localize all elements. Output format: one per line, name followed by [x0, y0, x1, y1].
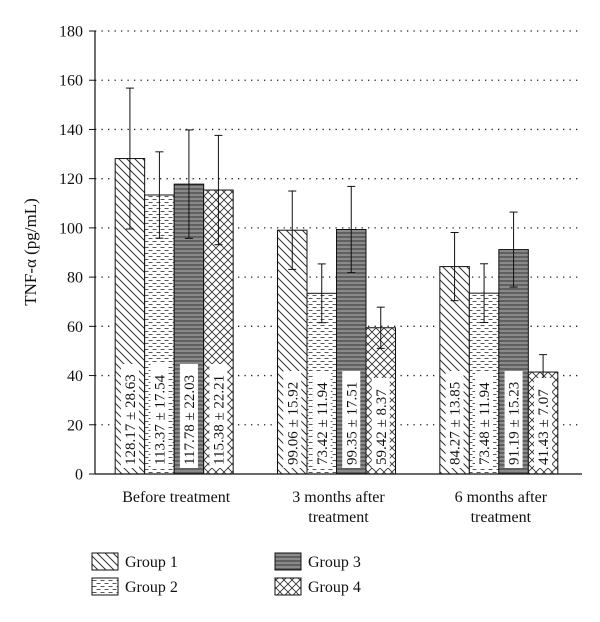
- bar-label-backing: [283, 371, 302, 468]
- bar-label-backing: [342, 371, 361, 468]
- legend-swatch: [274, 577, 302, 596]
- y-tick-label: 80: [67, 270, 83, 287]
- bar-label-backing: [534, 378, 553, 468]
- error-bars: [125, 87, 548, 390]
- bar-value-label: 73.48 ± 11.94: [477, 382, 493, 465]
- y-tick-label: 0: [75, 467, 83, 484]
- bar-label-group: 115.38 ± 22.21: [209, 364, 228, 468]
- bar-label-group: 73.48 ± 11.94: [475, 371, 494, 468]
- bars: [114, 158, 559, 475]
- bar-value-labels: 128.17 ± 28.63 113.37 ± 17.54 117.78 ± 22.…: [120, 364, 553, 468]
- y-tick-label: 40: [67, 368, 83, 385]
- bar-label-group: 73.42 ± 11.94: [312, 371, 331, 468]
- legend-label: Group 4: [308, 579, 361, 596]
- x-category-label: treatment: [308, 509, 369, 526]
- bar-value-label: 115.38 ± 22.21: [211, 375, 227, 465]
- y-tick-label: 20: [67, 417, 83, 434]
- bar-value-label: 91.19 ± 15.23: [507, 382, 523, 465]
- bar-value-label: 113.37 ± 17.54: [152, 374, 168, 465]
- bar-value-label: 99.35 ± 17.51: [344, 382, 360, 465]
- legend-swatch: [91, 552, 119, 571]
- bar-value-label: 59.42 ± 8.37: [374, 389, 390, 465]
- y-tick-label: 60: [67, 319, 83, 336]
- bar-label-backing: [445, 371, 464, 468]
- y-tick-label: 180: [59, 24, 83, 41]
- bar-value-label: 84.27 ± 13.85: [448, 382, 464, 465]
- bar-label-group: 128.17 ± 28.63: [120, 364, 139, 468]
- y-tick-label: 160: [59, 73, 83, 90]
- bar-value-label: 117.78 ± 22.03: [182, 375, 198, 465]
- bar-label-group: 41.43 ± 7.07: [534, 378, 553, 468]
- bar-label-group: 91.19 ± 15.23: [504, 371, 523, 468]
- legend-label: Group 2: [125, 579, 178, 596]
- bar-label-group: 59.42 ± 8.37: [371, 378, 390, 468]
- bar-label-group: 117.78 ± 22.03: [179, 364, 198, 468]
- legend: Group 1 Group 2 Group 3 Group 4: [91, 552, 361, 596]
- bar-label-backing: [150, 364, 169, 468]
- axes: 0 20 40 60 80 100 120 140 160 180 Before treatment…: [59, 24, 582, 526]
- bar-label-backing: [209, 364, 228, 468]
- bar-value-label: 41.43 ± 7.07: [536, 389, 552, 465]
- y-tick-label: 140: [59, 122, 83, 139]
- bar-label-backing: [312, 371, 331, 468]
- bar-label-backing: [475, 371, 494, 468]
- x-category-label: Before treatment: [122, 489, 231, 506]
- bar-value-label: 99.06 ± 15.92: [285, 382, 301, 465]
- bar-value-label: 73.42 ± 11.94: [315, 382, 331, 465]
- x-category-label: 3 months after: [292, 489, 385, 506]
- legend-swatch: [274, 552, 302, 571]
- bar-label-group: 113.37 ± 17.54: [150, 364, 169, 468]
- x-category-label: 6 months after: [455, 489, 548, 506]
- y-tick-label: 100: [59, 220, 83, 237]
- legend-label: Group 1: [125, 554, 178, 571]
- legend-swatch: [91, 577, 119, 596]
- y-tick-label: 120: [59, 171, 83, 188]
- bar-label-group: 99.06 ± 15.92: [283, 371, 302, 468]
- bar-value-label: 128.17 ± 28.63: [123, 374, 139, 465]
- bar-label-backing: [179, 364, 198, 468]
- bar-label-group: 99.35 ± 17.51: [342, 371, 361, 468]
- bar-label-group: 84.27 ± 13.85: [445, 371, 464, 468]
- bar-label-backing: [120, 364, 139, 468]
- bar-label-backing: [371, 378, 390, 468]
- x-category-label: treatment: [471, 509, 532, 526]
- bar-label-backing: [504, 371, 523, 468]
- y-axis-title: TNF-α (pg/mL): [21, 198, 40, 306]
- legend-label: Group 3: [308, 554, 361, 571]
